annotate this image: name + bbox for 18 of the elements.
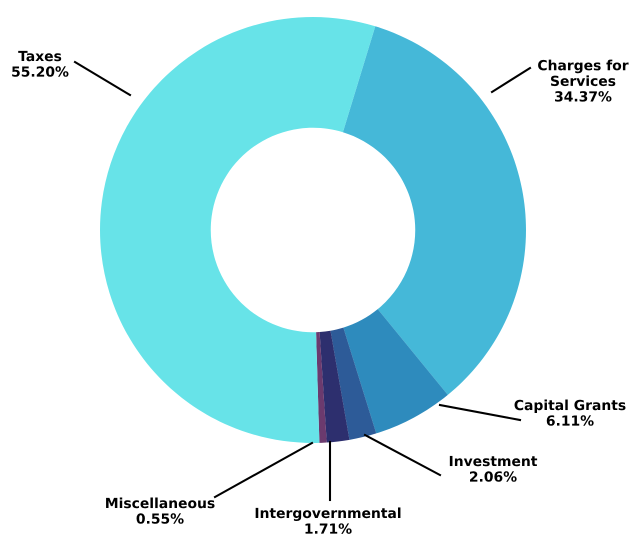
slice-label: Capital Grants [514, 400, 626, 413]
data-label: 0.55% [136, 513, 184, 524]
donut-slice [330, 328, 376, 440]
slice-label: Miscellaneous [106, 498, 215, 508]
donut-slice [343, 309, 448, 434]
data-label: 6.11% [546, 415, 594, 426]
slice-label: Investment [450, 456, 538, 466]
data-label: 2.06% [470, 471, 517, 482]
donut-slice [320, 330, 350, 443]
slice-label: Taxes [18, 50, 62, 62]
slice-label: Charges for Services [538, 60, 629, 86]
slice-label: Intergovernmental [256, 507, 400, 521]
data-label: 55.20% [12, 66, 68, 77]
donut-slice [100, 17, 376, 443]
donut-slice [342, 26, 526, 395]
donut-slice [316, 332, 327, 443]
data-label: 34.37% [555, 91, 612, 102]
data-label: 1.71% [305, 523, 352, 534]
